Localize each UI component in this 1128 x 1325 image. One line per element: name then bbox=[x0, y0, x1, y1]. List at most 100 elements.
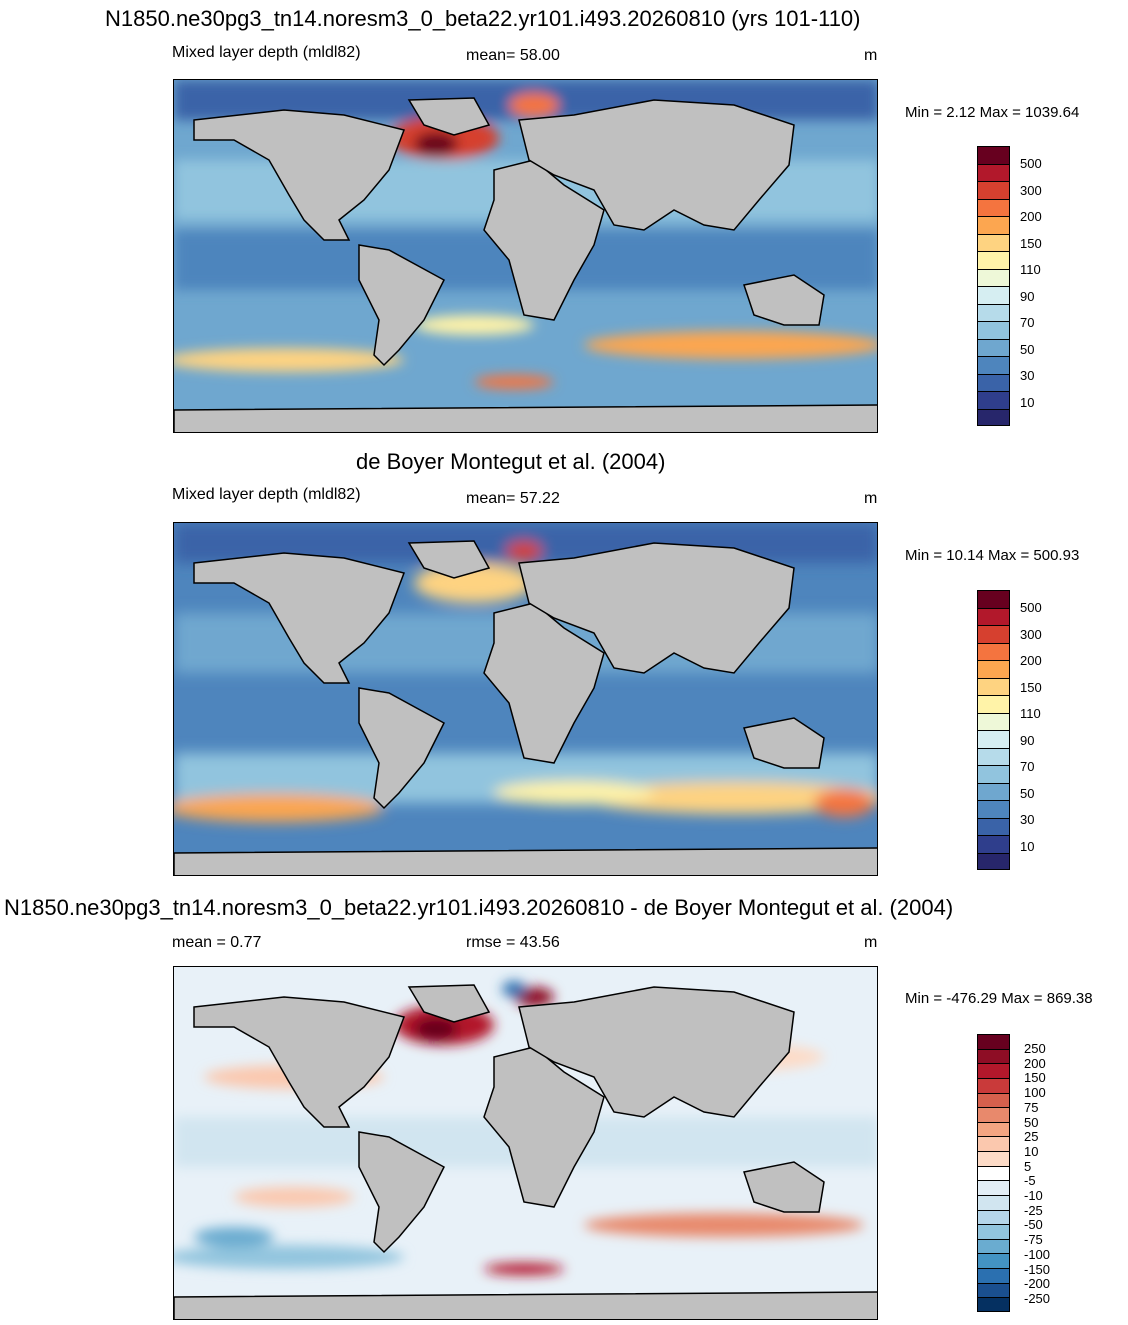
panel2-mean-label: mean= 57.22 bbox=[466, 490, 560, 507]
colorbar-segment bbox=[978, 357, 1009, 375]
panel2-map bbox=[173, 522, 878, 876]
colorbar-label: 300 bbox=[1020, 626, 1042, 642]
colorbar-label: 300 bbox=[1020, 182, 1042, 198]
colorbar-label: 100 bbox=[1024, 1085, 1046, 1101]
colorbar-label: 30 bbox=[1020, 812, 1035, 827]
colorbar-segment bbox=[978, 1049, 1009, 1065]
colorbar-segment bbox=[978, 234, 1009, 252]
panel2-variable-label: Mixed layer depth (mldl82) bbox=[172, 486, 361, 503]
colorbar-label: 500 bbox=[1020, 156, 1042, 171]
colorbar-segment bbox=[978, 1283, 1009, 1299]
colorbar-segment bbox=[978, 1210, 1009, 1226]
colorbar-segment bbox=[978, 836, 1009, 854]
colorbar-label: 75 bbox=[1024, 1099, 1039, 1115]
colorbar-segment bbox=[978, 853, 1009, 869]
colorbar-label: -250 bbox=[1024, 1290, 1051, 1306]
panel3-title: N1850.ne30pg3_tn14.noresm3_0_beta22.yr10… bbox=[4, 895, 954, 920]
colorbar-segment bbox=[978, 339, 1009, 357]
panel2-units: m bbox=[864, 490, 878, 507]
panel3-rmse-label: rmse = 43.56 bbox=[466, 934, 560, 951]
colorbar-segment bbox=[978, 1254, 1009, 1269]
colorbar-segment bbox=[978, 783, 1009, 801]
panel1-title: N1850.ne30pg3_tn14.noresm3_0_beta22.yr10… bbox=[105, 6, 861, 31]
panel2-minmax: Min = 10.14 Max = 500.93 bbox=[905, 547, 1080, 564]
colorbar-segment bbox=[978, 147, 1009, 165]
colorbar-label: -25 bbox=[1024, 1202, 1043, 1218]
colorbar-segment bbox=[978, 731, 1009, 749]
colorbar-segment bbox=[978, 217, 1009, 235]
colorbar-segment bbox=[978, 643, 1009, 661]
colorbar-label: 50 bbox=[1020, 785, 1035, 801]
colorbar-label: -50 bbox=[1024, 1217, 1043, 1233]
colorbar-segment bbox=[978, 1078, 1009, 1094]
colorbar-label: 30 bbox=[1020, 368, 1035, 383]
colorbar-segment bbox=[978, 322, 1009, 340]
colorbar-segment bbox=[978, 608, 1009, 626]
colorbar-segment bbox=[978, 1225, 1009, 1240]
colorbar-label: 500 bbox=[1020, 600, 1042, 615]
colorbar-segment bbox=[978, 678, 1009, 696]
colorbar-label: -10 bbox=[1024, 1188, 1043, 1203]
panel3-mean-label: mean = 0.77 bbox=[172, 934, 262, 951]
colorbar-segment bbox=[978, 164, 1009, 182]
colorbar-segment bbox=[978, 1064, 1009, 1079]
colorbar-label: 200 bbox=[1020, 209, 1042, 224]
colorbar-label: -150 bbox=[1024, 1261, 1051, 1277]
colorbar-segment bbox=[978, 269, 1009, 287]
colorbar-label: -5 bbox=[1024, 1173, 1036, 1189]
panel1-units: m bbox=[864, 47, 878, 64]
colorbar-segment bbox=[978, 713, 1009, 731]
colorbar-label: 10 bbox=[1024, 1143, 1039, 1159]
colorbar-segment bbox=[978, 818, 1009, 836]
colorbar-segment bbox=[978, 1269, 1009, 1284]
colorbar-label: 150 bbox=[1024, 1070, 1046, 1086]
colorbar-label: 25 bbox=[1024, 1129, 1039, 1145]
panel2-title: de Boyer Montegut et al. (2004) bbox=[356, 449, 666, 474]
colorbar-segment bbox=[978, 696, 1009, 714]
colorbar-segment bbox=[978, 374, 1009, 392]
colorbar-label: 10 bbox=[1020, 394, 1035, 410]
colorbar-segment bbox=[978, 801, 1009, 819]
colorbar-label: -100 bbox=[1024, 1246, 1051, 1262]
colorbar-label: -200 bbox=[1024, 1276, 1051, 1292]
colorbar-segment bbox=[978, 304, 1009, 322]
colorbar-segment bbox=[978, 766, 1009, 784]
colorbar-label: 5 bbox=[1024, 1158, 1032, 1174]
colorbar-segment bbox=[978, 287, 1009, 305]
colorbar-label: 200 bbox=[1020, 653, 1042, 668]
colorbar-segment bbox=[978, 591, 1009, 609]
colorbar-segment bbox=[978, 1122, 1009, 1138]
colorbar-segment bbox=[978, 409, 1009, 425]
panel3-map bbox=[173, 966, 878, 1320]
colorbar-label: 70 bbox=[1020, 759, 1035, 774]
colorbar-label: 150 bbox=[1020, 235, 1042, 251]
colorbar-label: 110 bbox=[1020, 262, 1041, 277]
colorbar-segment bbox=[978, 748, 1009, 766]
colorbar-label: 50 bbox=[1020, 341, 1035, 357]
panel3-minmax: Min = -476.29 Max = 869.38 bbox=[905, 990, 1093, 1007]
colorbar-segment bbox=[978, 1137, 1009, 1152]
colorbar-label: -75 bbox=[1024, 1232, 1043, 1248]
colorbar-segment bbox=[978, 1108, 1009, 1123]
panel1-mean-label: mean= 58.00 bbox=[466, 47, 560, 64]
colorbar-segment bbox=[978, 252, 1009, 270]
colorbar-segment bbox=[978, 392, 1009, 410]
colorbar-label: 90 bbox=[1020, 288, 1035, 304]
colorbar-label: 90 bbox=[1020, 732, 1035, 748]
colorbar-segment bbox=[978, 1166, 1009, 1182]
colorbar-segment bbox=[978, 1181, 1009, 1196]
colorbar-label: 110 bbox=[1020, 706, 1041, 721]
colorbar-segment bbox=[978, 626, 1009, 644]
colorbar-segment bbox=[978, 1195, 1009, 1211]
colorbar-segment bbox=[978, 1152, 1009, 1167]
panel3-colorbar bbox=[977, 1034, 1010, 1312]
colorbar-segment bbox=[978, 661, 1009, 679]
panel1-variable-label: Mixed layer depth (mldl82) bbox=[172, 44, 361, 61]
colorbar-segment bbox=[978, 1239, 1009, 1255]
panel1-map bbox=[173, 79, 878, 433]
colorbar-segment bbox=[978, 1298, 1009, 1311]
colorbar-segment bbox=[978, 1035, 1009, 1050]
panel1-minmax: Min = 2.12 Max = 1039.64 bbox=[905, 104, 1080, 121]
colorbar-label: 150 bbox=[1020, 679, 1042, 695]
panel3-units: m bbox=[864, 934, 878, 951]
